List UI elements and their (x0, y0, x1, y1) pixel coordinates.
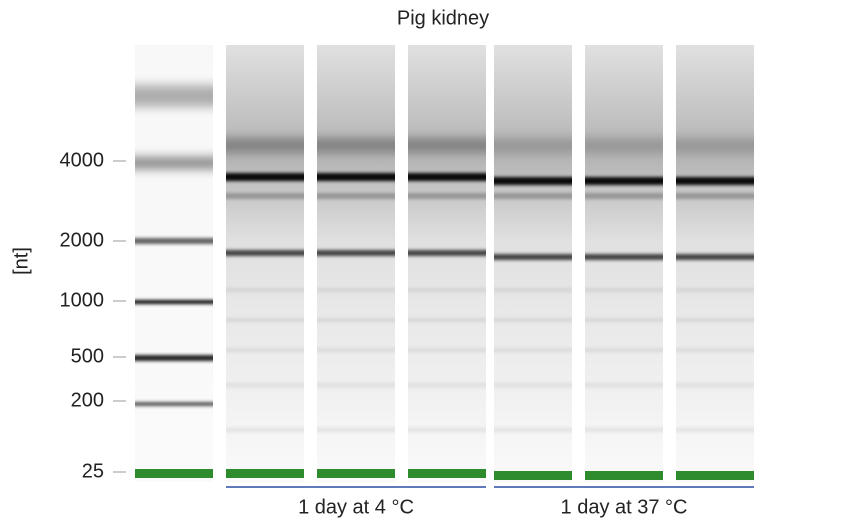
band (585, 138, 663, 152)
band (585, 254, 663, 260)
band (585, 348, 663, 352)
band (317, 250, 395, 256)
marker-band (494, 471, 572, 480)
band (494, 428, 572, 432)
band (135, 238, 213, 244)
lane (226, 45, 304, 482)
band (135, 85, 213, 107)
group-label: 1 day at 4 °C (298, 496, 414, 518)
band (226, 193, 304, 199)
band (226, 138, 304, 152)
band (585, 383, 663, 387)
band (408, 250, 486, 256)
marker-band (226, 469, 304, 478)
band (494, 383, 572, 387)
band (676, 318, 754, 322)
marker-band (135, 469, 213, 478)
lane (408, 45, 486, 482)
lane (317, 45, 395, 482)
axis-label: [nt] (10, 247, 32, 275)
band (585, 193, 663, 199)
band (135, 402, 213, 406)
lane (676, 45, 754, 482)
size-ticks: 4000 2000 1000 500 200 25 (60, 149, 126, 482)
band (408, 173, 486, 181)
band (494, 138, 572, 152)
band (226, 348, 304, 352)
band (494, 318, 572, 322)
band (317, 318, 395, 322)
band (135, 300, 213, 304)
band (317, 348, 395, 352)
band (408, 348, 486, 352)
lane (135, 45, 213, 482)
tick-label: 25 (82, 460, 104, 482)
band (226, 288, 304, 292)
band (226, 383, 304, 387)
band (317, 193, 395, 199)
tick-label: 500 (71, 345, 104, 367)
group-label: 1 day at 37 °C (561, 496, 688, 518)
band (585, 318, 663, 322)
band (226, 428, 304, 432)
band (135, 355, 213, 361)
band (585, 177, 663, 185)
marker-band (676, 471, 754, 480)
tick-label: 2000 (60, 229, 105, 251)
band (585, 288, 663, 292)
band (317, 138, 395, 152)
band (135, 157, 213, 169)
marker-band (585, 471, 663, 480)
lane (494, 45, 572, 482)
gel (135, 45, 754, 482)
band (408, 318, 486, 322)
band (408, 383, 486, 387)
band (317, 173, 395, 181)
band (585, 428, 663, 432)
band (494, 288, 572, 292)
band (226, 318, 304, 322)
band (676, 177, 754, 185)
band (676, 383, 754, 387)
band (676, 138, 754, 152)
band (676, 428, 754, 432)
band (676, 288, 754, 292)
band (317, 288, 395, 292)
band (317, 428, 395, 432)
band (494, 254, 572, 260)
tick-label: 4000 (60, 149, 105, 171)
band (408, 428, 486, 432)
tick-label: 1000 (60, 289, 105, 311)
title: Pig kidney (397, 7, 489, 29)
marker-band (408, 469, 486, 478)
band (676, 193, 754, 199)
band (408, 193, 486, 199)
band (494, 348, 572, 352)
band (226, 250, 304, 256)
marker-band (317, 469, 395, 478)
lane (585, 45, 663, 482)
band (317, 383, 395, 387)
band (676, 348, 754, 352)
band (494, 177, 572, 185)
band (494, 193, 572, 199)
band (676, 254, 754, 260)
tick-label: 200 (71, 389, 104, 411)
band (408, 288, 486, 292)
band (226, 173, 304, 181)
band (408, 138, 486, 152)
